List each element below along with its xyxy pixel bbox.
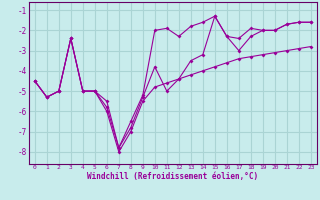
X-axis label: Windchill (Refroidissement éolien,°C): Windchill (Refroidissement éolien,°C): [87, 172, 258, 181]
